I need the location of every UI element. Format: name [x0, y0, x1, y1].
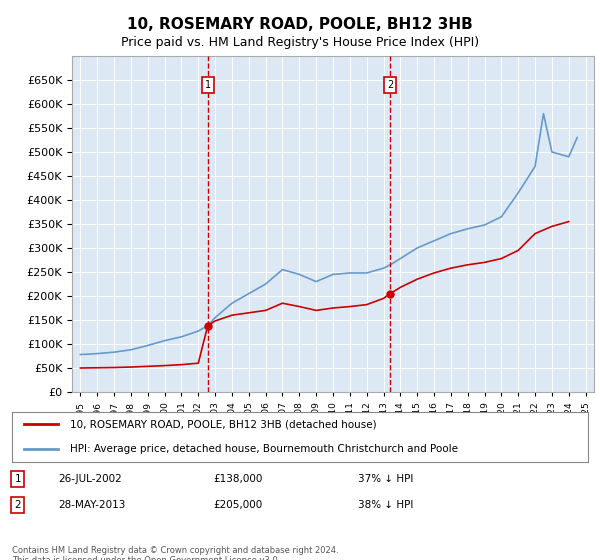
Text: 2: 2 — [14, 500, 21, 510]
Text: 10, ROSEMARY ROAD, POOLE, BH12 3HB: 10, ROSEMARY ROAD, POOLE, BH12 3HB — [127, 17, 473, 32]
Text: £138,000: £138,000 — [214, 474, 263, 484]
Text: 37% ↓ HPI: 37% ↓ HPI — [358, 474, 413, 484]
Text: Contains HM Land Registry data © Crown copyright and database right 2024.
This d: Contains HM Land Registry data © Crown c… — [12, 546, 338, 560]
Text: £205,000: £205,000 — [214, 500, 263, 510]
Text: HPI: Average price, detached house, Bournemouth Christchurch and Poole: HPI: Average price, detached house, Bour… — [70, 445, 458, 454]
Text: 1: 1 — [205, 80, 211, 90]
Text: 26-JUL-2002: 26-JUL-2002 — [58, 474, 122, 484]
Text: 10, ROSEMARY ROAD, POOLE, BH12 3HB (detached house): 10, ROSEMARY ROAD, POOLE, BH12 3HB (deta… — [70, 419, 376, 429]
Text: 1: 1 — [14, 474, 21, 484]
Text: 2: 2 — [387, 80, 394, 90]
Text: 38% ↓ HPI: 38% ↓ HPI — [358, 500, 413, 510]
Text: Price paid vs. HM Land Registry's House Price Index (HPI): Price paid vs. HM Land Registry's House … — [121, 36, 479, 49]
Text: 28-MAY-2013: 28-MAY-2013 — [58, 500, 125, 510]
